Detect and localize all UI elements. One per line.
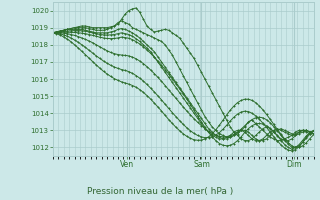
Text: Pression niveau de la mer( hPa ): Pression niveau de la mer( hPa )	[87, 187, 233, 196]
